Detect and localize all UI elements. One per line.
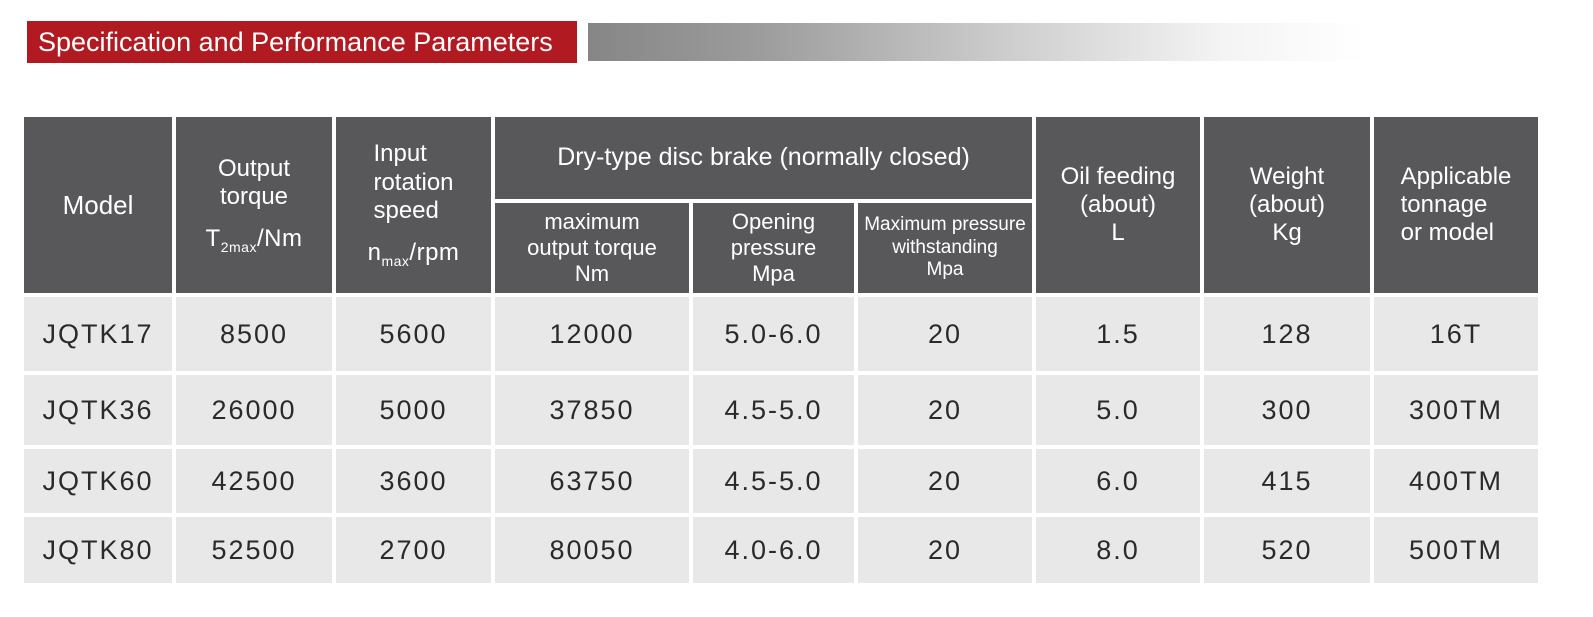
table-cell: 63750: [495, 449, 689, 513]
table-cell: JQTK60: [24, 449, 172, 513]
table-cell: 42500: [176, 449, 332, 513]
header-label: Output torque: [217, 154, 291, 210]
table-cell: 500TM: [1374, 517, 1539, 583]
table-cell: 4.5-5.0: [693, 375, 854, 445]
table-cell: 16T: [1374, 297, 1539, 371]
col-header-output-torque: Output torque T2max/Nm: [176, 117, 332, 293]
table-cell: 3600: [336, 449, 491, 513]
section-title: Specification and Performance Parameters: [38, 27, 553, 57]
table-cell: 52500: [176, 517, 332, 583]
header-row-sub: maximum output torque Nm Opening pressur…: [24, 203, 1538, 293]
table-cell: 300: [1204, 375, 1371, 445]
table-cell: 1.5: [1036, 297, 1201, 371]
table-cell: 400TM: [1374, 449, 1539, 513]
header-label: Model: [62, 189, 134, 220]
table-cell: 37850: [495, 375, 689, 445]
col-header-oil-feeding: Oil feeding (about) L: [1036, 117, 1201, 293]
table-cell: 20: [858, 449, 1033, 513]
table-cell: 20: [858, 375, 1033, 445]
table-row: JQTK60 42500 3600 63750 4.5-5.0 20 6.0 4…: [24, 449, 1539, 513]
col-header-opening-pressure: Opening pressure Mpa: [693, 203, 854, 293]
col-header-model: Model: [24, 117, 172, 293]
table-cell: 6.0: [1036, 449, 1201, 513]
table-cell: 300TM: [1374, 375, 1539, 445]
table-cell: 4.0-6.0: [693, 517, 854, 583]
table-cell: 8.0: [1036, 517, 1201, 583]
table-cell: 26000: [176, 375, 332, 445]
col-header-input-speed: Input rotation speed nmax/rpm: [336, 117, 491, 293]
group-header-dry-brake: Dry-type disc brake (normally closed): [495, 117, 1033, 199]
header-label: Input rotation speed: [373, 140, 454, 224]
table-cell: 2700: [336, 517, 491, 583]
table-cell: 128: [1204, 297, 1371, 371]
col-header-max-output-torque: maximum output torque Nm: [495, 203, 689, 293]
table-cell: 520: [1204, 517, 1371, 583]
table-cell: 415: [1204, 449, 1371, 513]
spec-table: Model Output torque T2max/Nm Input rotat…: [20, 113, 1542, 587]
table-cell: 80050: [495, 517, 689, 583]
table-cell: 5.0: [1036, 375, 1201, 445]
decorative-gradient-bar: [588, 23, 1365, 61]
col-header-weight: Weight (about) Kg: [1204, 117, 1371, 293]
speed-symbol: nmax/rpm: [367, 239, 460, 270]
table-row: JQTK36 26000 5000 37850 4.5-5.0 20 5.0 3…: [24, 375, 1539, 445]
col-header-max-pressure: Maximum pressure withstanding Mpa: [858, 203, 1033, 293]
header-row-top: Model Output torque T2max/Nm Input rotat…: [24, 117, 1539, 293]
header-label: Applicable tonnage or model: [1400, 162, 1512, 247]
table-cell: 4.5-5.0: [693, 449, 854, 513]
section-title-banner: Specification and Performance Parameters: [27, 21, 577, 63]
table-cell: 20: [858, 517, 1033, 583]
table-cell: 5.0-6.0: [693, 297, 854, 371]
table-cell: 20: [858, 297, 1033, 371]
table-cell: JQTK80: [24, 517, 172, 583]
col-header-applicable: Applicable tonnage or model: [1374, 117, 1539, 293]
table-cell: 5600: [336, 297, 491, 371]
table-row: JQTK17 8500 5600 12000 5.0-6.0 20 1.5 12…: [24, 297, 1539, 371]
table-cell: 5000: [336, 375, 491, 445]
table-cell: 12000: [495, 297, 689, 371]
table-cell: JQTK36: [24, 375, 172, 445]
table-cell: 8500: [176, 297, 332, 371]
torque-symbol: T2max/Nm: [205, 225, 303, 255]
table-cell: JQTK17: [24, 297, 172, 371]
table-row: JQTK80 52500 2700 80050 4.0-6.0 20 8.0 5…: [24, 517, 1539, 583]
